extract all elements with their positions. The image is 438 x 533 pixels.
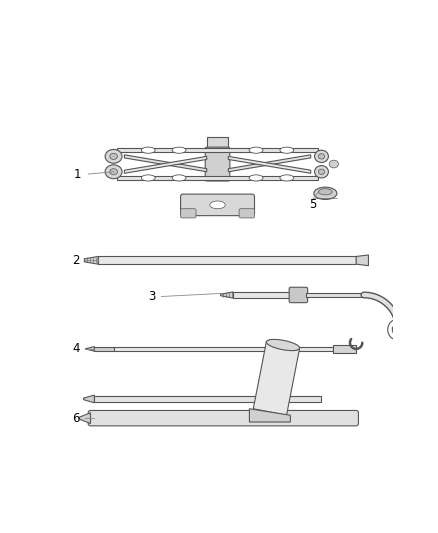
FancyBboxPatch shape [180, 209, 196, 218]
FancyBboxPatch shape [180, 194, 254, 216]
Text: 3: 3 [148, 290, 156, 303]
FancyBboxPatch shape [233, 292, 294, 298]
Ellipse shape [141, 147, 155, 154]
FancyBboxPatch shape [117, 176, 318, 180]
Ellipse shape [249, 175, 263, 181]
Text: 2: 2 [72, 254, 80, 267]
Ellipse shape [318, 189, 332, 195]
Polygon shape [84, 395, 94, 403]
Ellipse shape [329, 160, 339, 168]
Ellipse shape [266, 340, 300, 351]
FancyBboxPatch shape [333, 345, 356, 353]
FancyBboxPatch shape [94, 396, 321, 402]
FancyBboxPatch shape [289, 287, 307, 303]
Ellipse shape [110, 154, 117, 159]
Ellipse shape [105, 149, 122, 163]
Ellipse shape [318, 169, 325, 174]
FancyBboxPatch shape [98, 256, 356, 264]
FancyBboxPatch shape [94, 346, 113, 351]
Polygon shape [221, 292, 233, 298]
Ellipse shape [141, 175, 155, 181]
Text: 1: 1 [74, 167, 81, 181]
Polygon shape [79, 413, 91, 424]
FancyBboxPatch shape [117, 148, 318, 152]
Ellipse shape [249, 147, 263, 154]
FancyBboxPatch shape [88, 410, 358, 426]
Ellipse shape [172, 175, 186, 181]
FancyBboxPatch shape [113, 346, 333, 351]
FancyBboxPatch shape [207, 137, 228, 149]
Ellipse shape [392, 324, 405, 336]
Ellipse shape [318, 154, 325, 159]
Ellipse shape [280, 175, 294, 181]
Ellipse shape [210, 201, 225, 209]
Polygon shape [228, 155, 311, 172]
Polygon shape [85, 256, 98, 264]
Ellipse shape [396, 327, 402, 333]
FancyBboxPatch shape [205, 147, 230, 181]
Polygon shape [124, 155, 207, 172]
Ellipse shape [314, 187, 337, 199]
Ellipse shape [314, 166, 328, 178]
Polygon shape [249, 409, 290, 422]
Text: 5: 5 [309, 198, 317, 211]
Ellipse shape [105, 165, 122, 179]
Ellipse shape [314, 150, 328, 163]
FancyBboxPatch shape [306, 293, 364, 297]
Polygon shape [85, 346, 94, 351]
Polygon shape [356, 255, 368, 265]
Ellipse shape [110, 168, 117, 175]
Polygon shape [124, 156, 207, 173]
Text: 4: 4 [72, 342, 80, 356]
Ellipse shape [280, 147, 294, 154]
Text: 6: 6 [72, 411, 80, 425]
Ellipse shape [172, 147, 186, 154]
Polygon shape [253, 342, 300, 415]
FancyBboxPatch shape [239, 209, 254, 218]
Ellipse shape [388, 319, 409, 341]
Polygon shape [228, 156, 311, 173]
